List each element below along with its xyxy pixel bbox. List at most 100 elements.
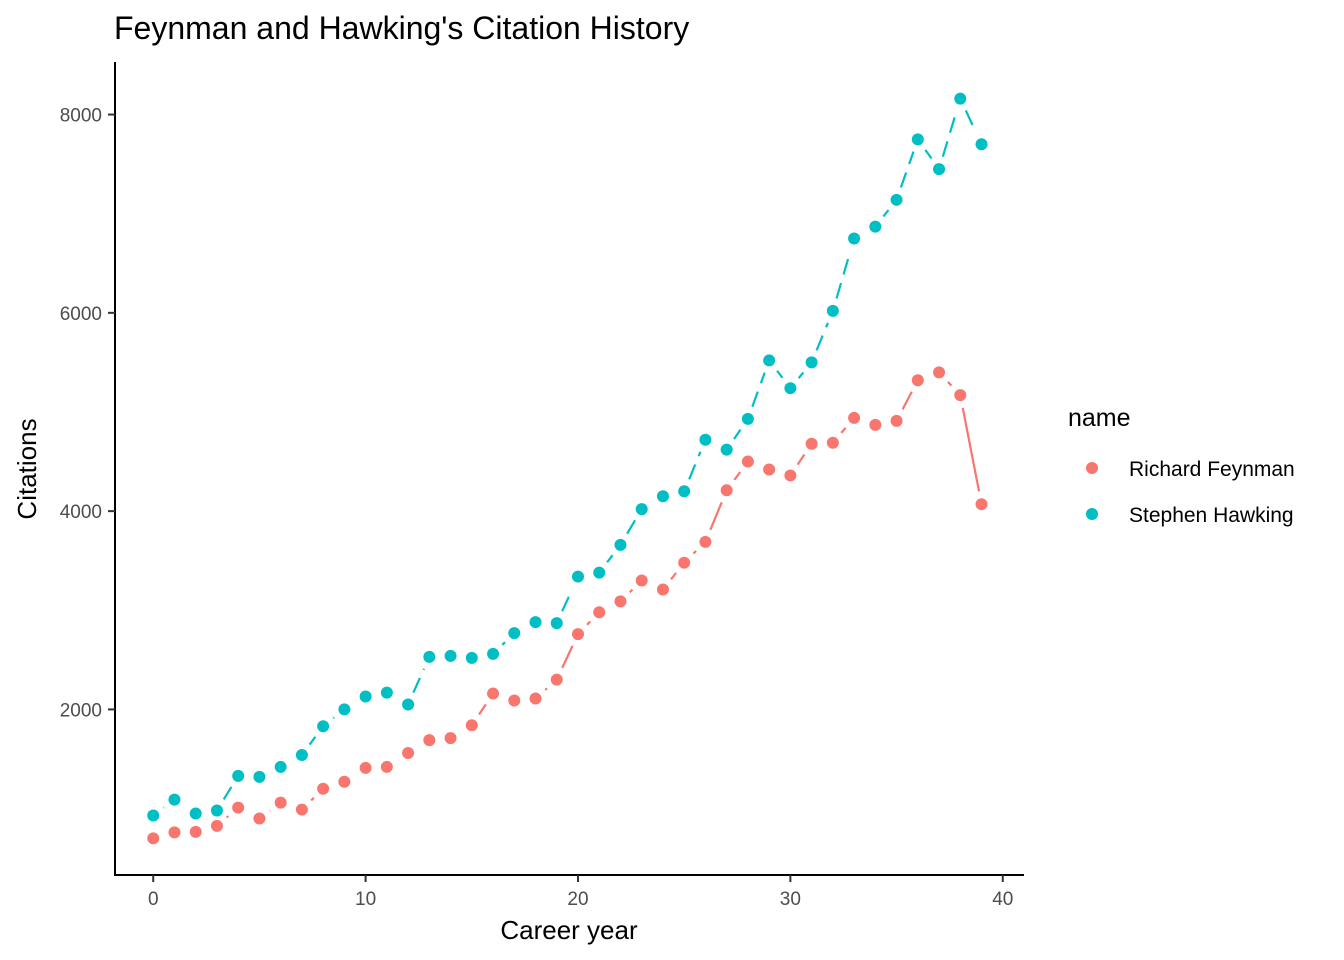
- series-segment: [882, 209, 890, 218]
- series-segment: [901, 391, 913, 410]
- series-segment: [709, 501, 723, 531]
- data-point: [338, 703, 351, 716]
- data-point: [317, 782, 330, 795]
- series-segment: [947, 381, 953, 387]
- data-point: [720, 484, 733, 497]
- data-point: [465, 651, 478, 664]
- data-point: [232, 769, 245, 782]
- data-point: [253, 812, 266, 825]
- series-richard-feynman: [147, 366, 988, 845]
- data-point: [975, 138, 988, 151]
- data-point: [359, 761, 372, 774]
- series-segment: [733, 471, 742, 481]
- data-point: [529, 616, 542, 629]
- data-point: [529, 692, 542, 705]
- data-point: [168, 826, 181, 839]
- data-point: [614, 595, 627, 608]
- y-tick-label: 8000: [60, 106, 102, 127]
- y-tick-label: 6000: [60, 304, 102, 325]
- series-segment: [222, 786, 233, 801]
- data-point: [465, 719, 478, 732]
- legend-marker: [1086, 462, 1098, 474]
- series-points-stephen-hawking: [147, 92, 988, 822]
- data-point: [741, 412, 754, 425]
- series-segment: [733, 428, 742, 440]
- data-point: [678, 485, 691, 498]
- series-segment: [797, 371, 805, 379]
- legend-item-stephen-hawking: Stephen Hawking: [1086, 504, 1294, 527]
- series-segment: [751, 372, 766, 408]
- data-point: [402, 747, 415, 760]
- data-point: [699, 433, 712, 446]
- series-segment: [586, 620, 591, 626]
- series-segment: [561, 645, 574, 669]
- series-segment: [964, 110, 978, 133]
- series-segment: [226, 815, 230, 819]
- data-point: [826, 304, 839, 317]
- data-point: [805, 356, 818, 369]
- data-point: [635, 574, 648, 587]
- series-segment: [412, 668, 426, 694]
- data-point: [890, 414, 903, 427]
- data-point: [359, 690, 372, 703]
- data-point: [550, 617, 563, 630]
- legend-items: Richard Feynman Stephen Hawking: [1086, 458, 1295, 527]
- data-point: [402, 698, 415, 711]
- series-segment: [924, 149, 933, 160]
- data-point: [274, 796, 287, 809]
- series-segment: [840, 427, 847, 434]
- series-segment: [310, 797, 315, 802]
- y-tick-label: 4000: [60, 502, 102, 523]
- series-segment: [796, 453, 806, 466]
- data-point: [423, 734, 436, 747]
- data-point: [210, 804, 223, 817]
- data-point: [848, 411, 861, 424]
- data-point: [699, 535, 712, 548]
- data-point: [508, 694, 521, 707]
- data-point: [295, 749, 308, 762]
- series-line-richard-feynman: [226, 381, 981, 819]
- series-layer: [147, 92, 988, 845]
- series-segment: [544, 687, 548, 691]
- series-segment: [961, 407, 981, 492]
- series-segment: [626, 519, 637, 535]
- data-point: [890, 193, 903, 206]
- x-tick-label: 0: [148, 889, 159, 910]
- data-point: [933, 163, 946, 176]
- data-point: [656, 583, 669, 596]
- series-segment: [941, 110, 958, 157]
- data-point: [380, 760, 393, 773]
- data-point: [147, 832, 160, 845]
- data-point: [869, 418, 882, 431]
- series-line-stephen-hawking: [162, 110, 978, 809]
- legend-marker: [1086, 508, 1098, 520]
- legend-item-richard-feynman: Richard Feynman: [1086, 458, 1295, 481]
- y-axis-ticks: 2000 4000 6000 8000: [60, 106, 115, 721]
- x-tick-label: 20: [567, 889, 588, 910]
- y-axis-title: Citations: [12, 418, 42, 519]
- data-point: [274, 760, 287, 773]
- x-axis-ticks: 0 10 20 30 40: [148, 875, 1013, 910]
- data-point: [253, 770, 266, 783]
- data-point: [911, 133, 924, 146]
- data-point: [189, 825, 202, 838]
- data-point: [487, 687, 500, 700]
- data-point: [954, 389, 967, 402]
- data-point: [805, 437, 818, 450]
- data-point: [487, 647, 500, 660]
- series-segment: [835, 250, 852, 299]
- data-point: [571, 628, 584, 641]
- data-point: [571, 570, 584, 583]
- data-point: [869, 220, 882, 233]
- data-point: [444, 649, 457, 662]
- x-tick-label: 30: [780, 889, 801, 910]
- data-point: [741, 455, 754, 468]
- data-point: [826, 436, 839, 449]
- chart-title: Feynman and Hawking's Citation History: [114, 10, 689, 46]
- series-stephen-hawking: [147, 92, 988, 822]
- data-point: [380, 686, 393, 699]
- data-point: [784, 382, 797, 395]
- data-point: [720, 443, 733, 456]
- data-point: [189, 807, 202, 820]
